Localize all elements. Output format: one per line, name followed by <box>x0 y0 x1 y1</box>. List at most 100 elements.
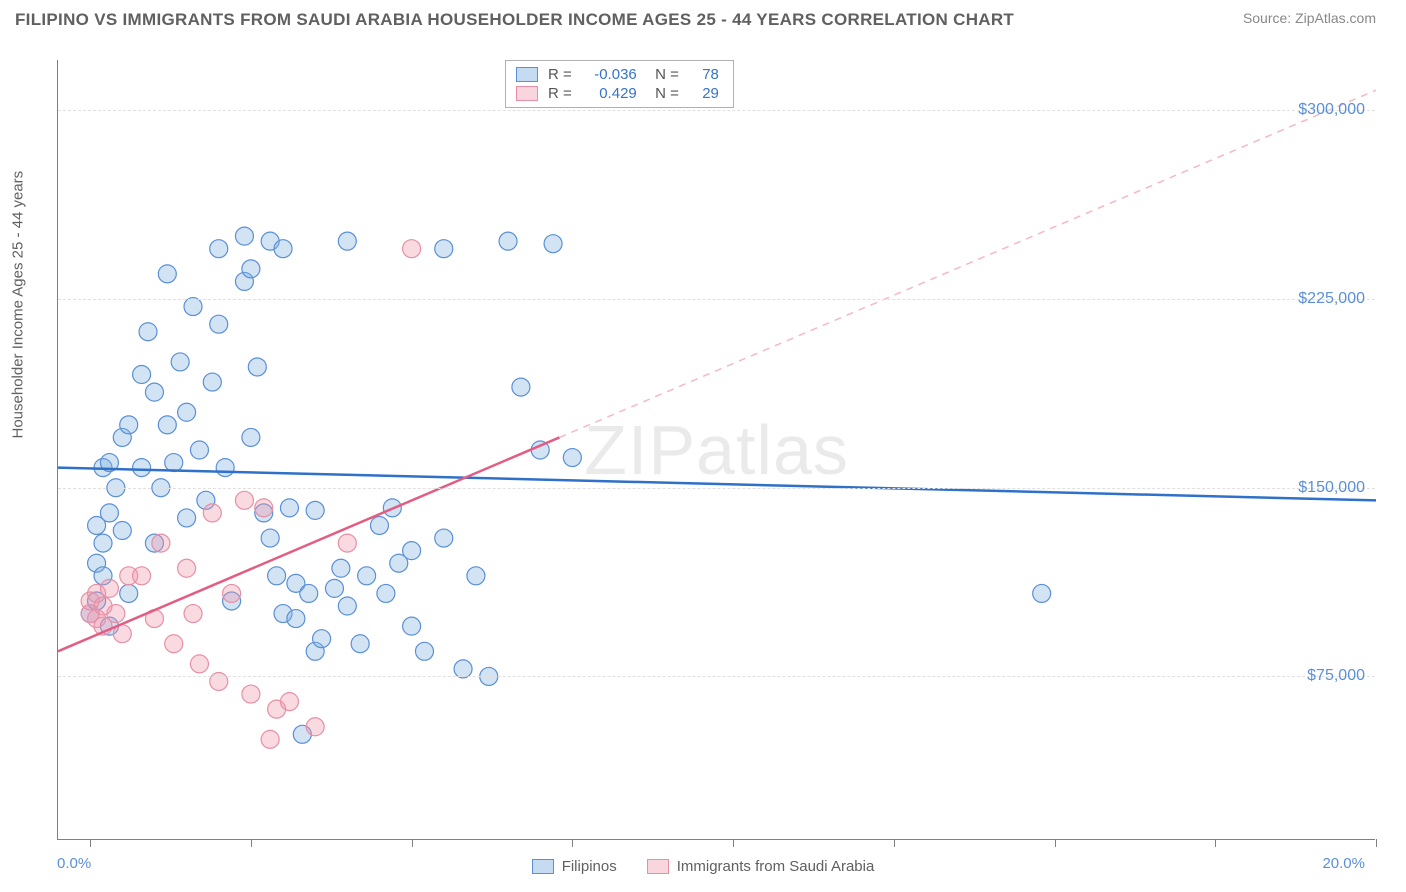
data-point <box>306 501 324 519</box>
x-tick <box>572 839 573 847</box>
legend-item: Filipinos <box>532 858 617 875</box>
data-point <box>255 499 273 517</box>
regression-line-extrapolated <box>559 90 1376 437</box>
data-point <box>165 454 183 472</box>
data-point <box>300 584 318 602</box>
data-point <box>512 378 530 396</box>
data-point <box>107 605 125 623</box>
chart-svg <box>58 60 1375 839</box>
legend-item: Immigrants from Saudi Arabia <box>647 858 875 875</box>
grid-line <box>58 488 1375 489</box>
data-point <box>184 605 202 623</box>
x-tick <box>894 839 895 847</box>
data-point <box>268 567 286 585</box>
data-point <box>1033 584 1051 602</box>
data-point <box>158 416 176 434</box>
data-point <box>158 265 176 283</box>
data-point <box>94 534 112 552</box>
bottom-legend: Filipinos Immigrants from Saudi Arabia <box>0 858 1406 875</box>
data-point <box>435 240 453 258</box>
legend-swatch <box>532 859 554 874</box>
stat-n-label: N = <box>647 66 679 83</box>
stats-row: R = -0.036 N = 78 <box>516 65 719 84</box>
data-point <box>178 403 196 421</box>
data-point <box>248 358 266 376</box>
stats-legend: R = -0.036 N = 78 R = 0.429 N = 29 <box>505 60 734 108</box>
data-point <box>203 504 221 522</box>
data-point <box>133 459 151 477</box>
data-point <box>377 584 395 602</box>
x-tick <box>1376 839 1377 847</box>
y-tick-label: $300,000 <box>1298 101 1365 119</box>
stat-r-value: 0.429 <box>582 85 637 102</box>
data-point <box>403 542 421 560</box>
data-point <box>338 597 356 615</box>
data-point <box>133 567 151 585</box>
data-point <box>563 449 581 467</box>
data-point <box>274 240 292 258</box>
legend-swatch <box>647 859 669 874</box>
data-point <box>210 315 228 333</box>
y-axis-label: Householder Income Ages 25 - 44 years <box>10 171 27 439</box>
stat-r-label: R = <box>548 66 572 83</box>
stat-n-value: 29 <box>689 85 719 102</box>
data-point <box>139 323 157 341</box>
stat-r-label: R = <box>548 85 572 102</box>
data-point <box>467 567 485 585</box>
data-point <box>261 730 279 748</box>
data-point <box>171 353 189 371</box>
data-point <box>178 559 196 577</box>
grid-line <box>58 299 1375 300</box>
data-point <box>223 584 241 602</box>
data-point <box>280 693 298 711</box>
data-point <box>235 491 253 509</box>
data-point <box>499 232 517 250</box>
grid-line <box>58 110 1375 111</box>
grid-line <box>58 676 1375 677</box>
data-point <box>332 559 350 577</box>
data-point <box>210 240 228 258</box>
stat-r-value: -0.036 <box>582 66 637 83</box>
data-point <box>435 529 453 547</box>
data-point <box>338 534 356 552</box>
x-tick <box>1215 839 1216 847</box>
data-point <box>242 685 260 703</box>
x-tick <box>90 839 91 847</box>
data-point <box>403 617 421 635</box>
data-point <box>358 567 376 585</box>
data-point <box>306 718 324 736</box>
data-point <box>184 298 202 316</box>
data-point <box>403 240 421 258</box>
legend-label: Filipinos <box>562 858 617 875</box>
y-tick-label: $150,000 <box>1298 479 1365 497</box>
data-point <box>261 529 279 547</box>
data-point <box>351 635 369 653</box>
data-point <box>544 235 562 253</box>
regression-line <box>58 468 1376 501</box>
legend-swatch <box>516 67 538 82</box>
data-point <box>145 383 163 401</box>
legend-swatch <box>516 86 538 101</box>
data-point <box>113 522 131 540</box>
data-point <box>165 635 183 653</box>
data-point <box>242 428 260 446</box>
x-tick <box>1055 839 1056 847</box>
data-point <box>133 366 151 384</box>
data-point <box>415 642 433 660</box>
y-tick-label: $225,000 <box>1298 290 1365 308</box>
plot-area: ZIPatlas R = -0.036 N = 78 R = 0.429 N =… <box>57 60 1375 840</box>
data-point <box>313 630 331 648</box>
stats-row: R = 0.429 N = 29 <box>516 84 719 103</box>
source-label: Source: ZipAtlas.com <box>1243 10 1376 26</box>
data-point <box>370 516 388 534</box>
data-point <box>235 227 253 245</box>
data-point <box>120 416 138 434</box>
data-point <box>190 441 208 459</box>
data-point <box>338 232 356 250</box>
x-tick <box>412 839 413 847</box>
data-point <box>210 672 228 690</box>
data-point <box>152 534 170 552</box>
chart-title: FILIPINO VS IMMIGRANTS FROM SAUDI ARABIA… <box>15 10 1014 30</box>
data-point <box>100 579 118 597</box>
data-point <box>190 655 208 673</box>
